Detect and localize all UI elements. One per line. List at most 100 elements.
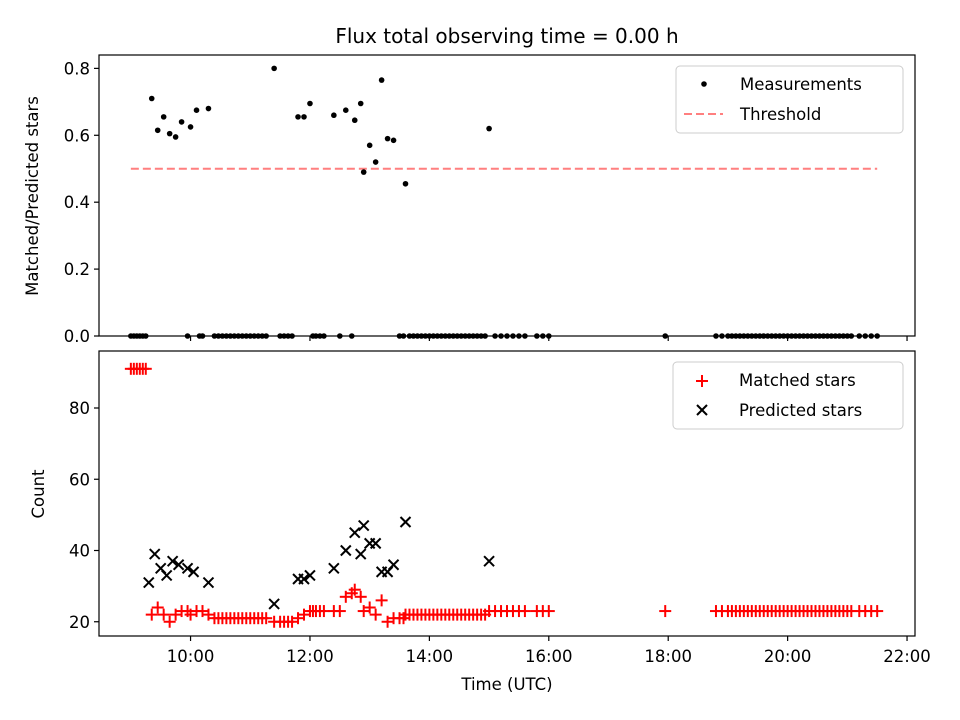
measurement-point	[184, 333, 191, 339]
measurement-point	[756, 333, 763, 339]
measurement-point	[800, 333, 807, 339]
measurement-point	[285, 333, 291, 339]
predicted-star-point	[328, 562, 340, 575]
measurement-point	[172, 134, 179, 140]
y-tick-label: 0.0	[64, 327, 90, 346]
measurement-point	[462, 333, 469, 339]
measurement-point	[808, 333, 815, 339]
bottom-ticks: 10:00 12:00 14:00 16:00 18:00 20:00 22:00 20 40 6…	[69, 399, 931, 666]
x-tick-label: 16:00	[525, 647, 573, 666]
measurement-point	[430, 333, 437, 339]
cross-b	[166, 555, 179, 567]
measurement-point	[749, 333, 755, 339]
predicted-star-point	[181, 562, 194, 575]
y-tick-label: 40	[69, 542, 90, 561]
measurement-point	[187, 124, 194, 130]
measurement-point	[836, 333, 843, 339]
cross-b	[202, 576, 215, 589]
measurement-point	[874, 333, 880, 339]
bottom-axes: 10:00 12:00 14:00 16:00 18:00 20:00 22:00 20 40 6…	[29, 350, 931, 694]
y-tick-label: 0.8	[64, 59, 90, 78]
measurement-point	[426, 333, 433, 339]
measurement-point	[396, 333, 403, 339]
matched-star-point	[145, 608, 158, 621]
measurement-point	[820, 333, 827, 339]
measurement-point	[741, 333, 747, 339]
measurement-point	[516, 333, 522, 339]
measurement-point	[832, 333, 839, 339]
measurement-point	[784, 333, 791, 339]
measurement-point	[729, 333, 735, 339]
measurement-point	[317, 333, 323, 339]
measurement-point	[844, 333, 851, 339]
measurement-point	[372, 159, 379, 165]
cross-b	[172, 559, 185, 571]
matched-star-point	[157, 608, 170, 621]
bottom-legend-box	[672, 361, 904, 430]
x-tick-label: 12:00	[286, 647, 334, 666]
measurement-point	[205, 105, 212, 112]
measurement-point	[788, 333, 795, 339]
cross-b	[340, 544, 352, 557]
cross-b	[483, 555, 495, 567]
bottom-plot-frame	[98, 350, 916, 637]
measurement-point	[418, 333, 425, 339]
measurement-point	[713, 333, 719, 339]
measurement-point	[482, 333, 488, 339]
figure-title: Flux total observing time = 0.00 h	[335, 24, 678, 48]
measurement-point	[295, 114, 301, 120]
x-tick-label: 20:00	[764, 647, 812, 666]
cross-b	[355, 548, 367, 560]
measurement-point	[259, 333, 266, 339]
measurement-point	[342, 107, 349, 113]
measurement-point	[733, 333, 739, 339]
predicted-star-point	[340, 544, 352, 557]
predicted-star-point	[202, 576, 215, 589]
measurement-point	[321, 333, 327, 339]
y-tick-label: 0.4	[64, 193, 90, 212]
measurement-point	[243, 333, 250, 339]
measurement-point	[384, 135, 391, 142]
predicted-star-point	[349, 526, 361, 539]
measurement-point	[251, 333, 258, 339]
y-tick-label: 20	[69, 613, 90, 632]
measurement-point	[498, 333, 504, 339]
measurement-point	[142, 333, 149, 339]
measurement-point	[366, 142, 373, 149]
legend-measurements-label: Measurements	[740, 75, 862, 94]
predicted-star-point	[399, 516, 412, 528]
predicted-star-point	[387, 559, 400, 571]
cross-b	[399, 516, 412, 528]
cross-b	[143, 576, 155, 589]
predicted-star-point	[298, 573, 310, 585]
measurement-point	[193, 107, 200, 113]
measurement-point	[227, 333, 234, 339]
measurements-series	[128, 65, 880, 339]
measurement-point	[862, 333, 869, 339]
matched-star-point	[871, 605, 884, 618]
measurement-point	[301, 114, 307, 120]
measurement-point	[470, 333, 476, 339]
measurement-point	[247, 333, 254, 339]
predicted-star-point	[357, 519, 370, 532]
measurement-point	[307, 100, 313, 107]
measurement-point	[792, 333, 799, 339]
measurement-point	[745, 333, 751, 339]
measurement-point	[760, 333, 767, 339]
cross-b	[187, 566, 200, 578]
measurement-point	[510, 333, 516, 339]
measurement-point	[414, 333, 421, 339]
top-ylabel: Matched/Predicted stars	[23, 96, 42, 296]
measurement-point	[454, 333, 461, 339]
measurement-point	[239, 333, 246, 339]
cross-b	[328, 562, 340, 575]
measurement-point	[281, 333, 287, 339]
measurement-point	[848, 333, 855, 339]
measurement-point	[752, 333, 759, 339]
measurement-point	[360, 169, 367, 175]
measurement-point	[804, 333, 811, 339]
predicted-star-point	[369, 537, 382, 550]
measurement-point	[492, 333, 498, 339]
matched-star-point	[348, 583, 361, 596]
measurement-point	[255, 333, 262, 339]
